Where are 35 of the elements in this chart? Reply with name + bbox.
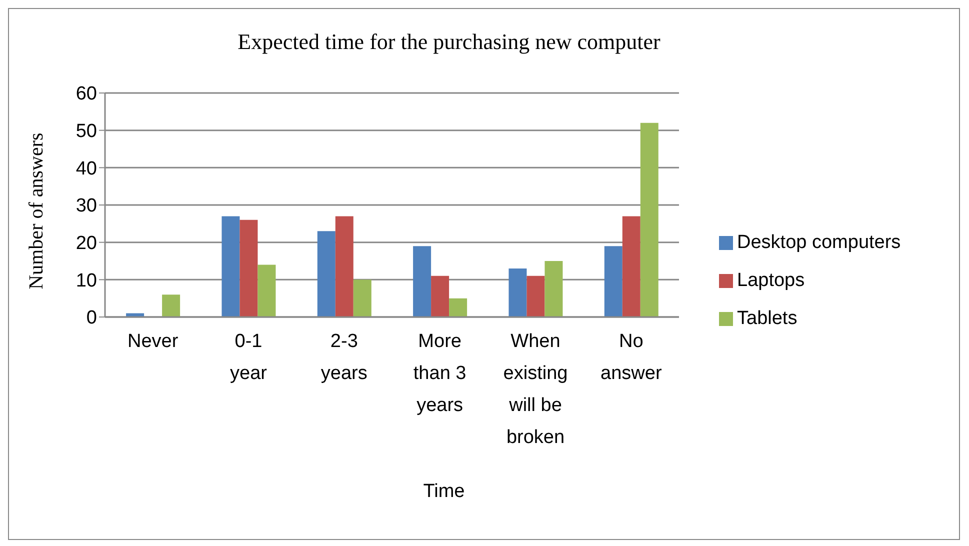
bar bbox=[622, 216, 640, 317]
bar bbox=[317, 231, 336, 317]
y-tick-label: 20 bbox=[76, 233, 97, 254]
x-tick-label: When existing will be broken bbox=[503, 331, 568, 448]
bar bbox=[431, 276, 450, 317]
bar bbox=[544, 261, 563, 317]
x-tick-label: 2-3 years bbox=[320, 331, 368, 384]
x-tick-label: Never bbox=[127, 331, 179, 352]
y-tick-label: 30 bbox=[76, 196, 97, 217]
bar bbox=[335, 216, 354, 317]
legend-label: Laptops bbox=[737, 270, 805, 291]
legend-label: Tablets bbox=[737, 308, 798, 329]
y-tick-label: 40 bbox=[76, 158, 97, 180]
bar bbox=[240, 220, 258, 317]
x-axis-title: Time bbox=[422, 481, 466, 503]
bar bbox=[526, 276, 545, 317]
bar bbox=[413, 246, 432, 317]
y-tick-label: 50 bbox=[76, 121, 97, 142]
y-axis-title: Number of answers bbox=[26, 132, 48, 290]
bar bbox=[258, 264, 276, 317]
legend-label: Desktop computers bbox=[737, 232, 901, 253]
bar bbox=[604, 246, 622, 317]
bar bbox=[508, 268, 527, 317]
x-tick-label: More than 3 years bbox=[413, 331, 466, 416]
y-tick-label: 10 bbox=[76, 270, 97, 292]
bar bbox=[449, 298, 468, 317]
x-tick-label: No answer bbox=[600, 331, 662, 384]
y-tick-label: 60 bbox=[76, 84, 97, 105]
bar bbox=[353, 280, 372, 317]
bar bbox=[640, 122, 658, 317]
chart-title: Expected time for the purchasing new computer bbox=[236, 29, 662, 55]
bar bbox=[222, 216, 240, 317]
y-tick-label: 0 bbox=[86, 308, 97, 329]
x-tick-label: 0-1 year bbox=[230, 331, 268, 384]
bar bbox=[162, 294, 180, 317]
